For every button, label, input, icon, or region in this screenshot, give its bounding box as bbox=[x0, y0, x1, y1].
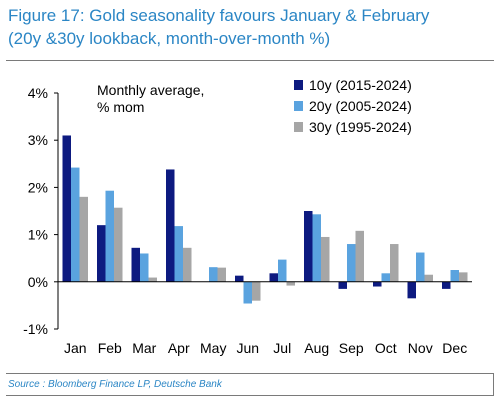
bar-feb-series-2 bbox=[105, 190, 114, 282]
bar-dec-series-3 bbox=[459, 272, 468, 282]
bar-chart: -1% 0% 1% 2% 3% 4% Jan Feb Mar Apr May Jun Jul Aug Se… bbox=[23, 77, 472, 356]
bar-marks bbox=[62, 135, 468, 304]
figure-title-line-2: (20y &30y lookback, month-over-month %) bbox=[8, 29, 331, 48]
x-axis-labels: Jan Feb Mar Apr May Jun Jul Aug Sep Oct Nov Dec bbox=[64, 340, 467, 356]
x-tick-label: Jun bbox=[236, 340, 259, 356]
bar-jan-series-3 bbox=[79, 196, 88, 282]
bar-oct-series-1 bbox=[373, 281, 382, 287]
x-tick-label: Mar bbox=[132, 340, 156, 356]
x-tick-label: Dec bbox=[442, 340, 467, 356]
legend: 10y (2015-2024) 20y (2005-2024) 30y (1995-… bbox=[294, 77, 412, 135]
bar-jan-series-2 bbox=[71, 167, 80, 282]
legend-label: 30y (1995-2024) bbox=[309, 119, 412, 135]
bar-nov-series-1 bbox=[407, 281, 416, 299]
legend-label: 20y (2005-2024) bbox=[309, 98, 412, 114]
bar-dec-series-1 bbox=[442, 281, 451, 289]
source-divider bbox=[6, 373, 494, 374]
bar-jun-series-2 bbox=[243, 281, 252, 304]
y-tick-label: 0% bbox=[28, 274, 48, 290]
bar-feb-series-3 bbox=[114, 207, 123, 282]
bar-apr-series-1 bbox=[166, 169, 175, 282]
legend-swatch bbox=[294, 80, 303, 90]
x-tick-label: Feb bbox=[98, 340, 122, 356]
y-tick-label: 1% bbox=[28, 227, 48, 243]
y-axis: -1% 0% 1% 2% 3% 4% bbox=[23, 85, 59, 337]
bar-mar-series-2 bbox=[140, 253, 149, 282]
bar-jan-series-1 bbox=[62, 135, 71, 282]
y-tick-label: 3% bbox=[28, 132, 48, 148]
x-tick-label: Sep bbox=[339, 340, 364, 356]
y-tick-label: 4% bbox=[28, 85, 48, 101]
bar-apr-series-3 bbox=[183, 247, 192, 282]
legend-swatch bbox=[294, 101, 303, 111]
bar-dec-series-2 bbox=[450, 270, 459, 282]
legend-label: 10y (2015-2024) bbox=[309, 77, 412, 93]
bar-nov-series-3 bbox=[424, 274, 433, 282]
bar-jul-series-3 bbox=[286, 281, 295, 286]
x-tick-label: Nov bbox=[408, 340, 433, 356]
bar-sep-series-3 bbox=[355, 230, 364, 282]
x-tick-label: Apr bbox=[168, 340, 190, 356]
chart-annotation-line-2: % mom bbox=[97, 99, 144, 115]
x-tick-label: Jul bbox=[273, 340, 291, 356]
legend-swatch bbox=[294, 122, 303, 132]
bar-may-series-3 bbox=[217, 267, 226, 282]
bottom-divider bbox=[6, 395, 494, 396]
y-tick-label: 2% bbox=[28, 179, 48, 195]
x-tick-label: Aug bbox=[304, 340, 329, 356]
bar-jul-series-1 bbox=[269, 273, 278, 282]
chart-annotation-line-1: Monthly average, bbox=[97, 82, 204, 98]
source-note: Source : Bloomberg Finance LP, Deutsche … bbox=[8, 379, 222, 390]
figure-title: Figure 17: Gold seasonality favours Janu… bbox=[8, 4, 494, 50]
bar-sep-series-1 bbox=[338, 281, 347, 289]
x-tick-label: May bbox=[200, 340, 226, 356]
bar-aug-series-1 bbox=[304, 211, 313, 282]
bar-nov-series-2 bbox=[416, 252, 425, 282]
x-tick-label: Jan bbox=[64, 340, 87, 356]
bar-oct-series-3 bbox=[390, 244, 399, 282]
y-tick-label: -1% bbox=[23, 321, 48, 337]
bar-jul-series-2 bbox=[278, 259, 287, 282]
bar-oct-series-2 bbox=[381, 273, 390, 282]
bar-may-series-2 bbox=[209, 267, 218, 282]
title-divider bbox=[6, 60, 494, 61]
bar-mar-series-1 bbox=[131, 247, 140, 282]
bar-jun-series-1 bbox=[235, 275, 244, 282]
source-right-border bbox=[493, 373, 494, 395]
bar-jun-series-3 bbox=[252, 281, 261, 301]
bar-aug-series-3 bbox=[321, 236, 330, 282]
bar-mar-series-3 bbox=[148, 277, 157, 282]
figure-title-line-1: Figure 17: Gold seasonality favours Janu… bbox=[8, 6, 430, 25]
bar-feb-series-1 bbox=[97, 225, 106, 282]
bar-aug-series-2 bbox=[312, 214, 321, 282]
bar-sep-series-2 bbox=[347, 244, 356, 282]
bar-apr-series-2 bbox=[174, 226, 183, 282]
x-tick-label: Oct bbox=[375, 340, 397, 356]
